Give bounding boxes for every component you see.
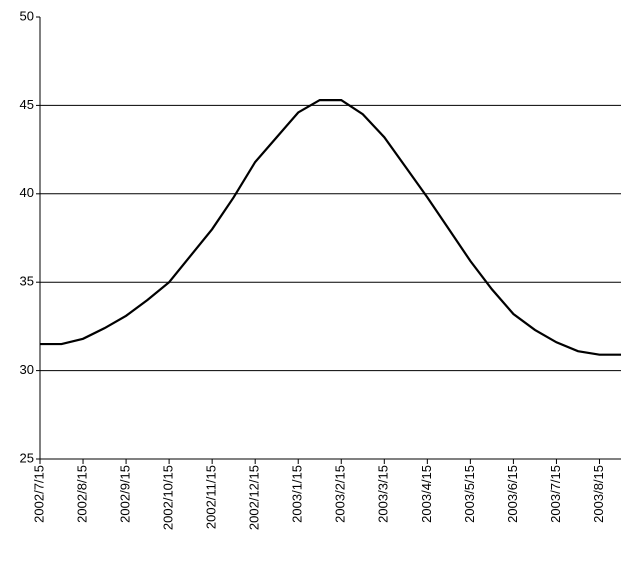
x-tick-label: 2003/8/15	[591, 465, 606, 523]
line-series	[40, 98, 621, 356]
x-tick-label: 2003/3/15	[376, 465, 391, 523]
x-tick-label: 2003/2/15	[333, 465, 348, 523]
y-tick-label: 40	[20, 185, 34, 200]
x-tick-label: 2003/4/15	[419, 465, 434, 523]
x-tick-label: 2002/8/15	[74, 465, 89, 523]
y-tick-label: 50	[20, 8, 34, 23]
y-tick-label: 45	[20, 97, 34, 112]
y-tick-label: 35	[20, 274, 34, 289]
x-tick-label: 2002/9/15	[118, 465, 133, 523]
x-tick-label: 2002/11/15	[204, 465, 219, 529]
x-tick-label: 2003/6/15	[505, 465, 520, 523]
x-tick-label: 2003/1/15	[290, 465, 305, 523]
y-tick-label: 30	[20, 362, 34, 377]
x-tick-label: 2002/7/15	[31, 465, 46, 523]
x-tick-label: 2003/5/15	[462, 465, 477, 523]
x-tick-label: 2003/7/15	[548, 465, 563, 523]
y-tick-label: 25	[20, 450, 34, 465]
x-tick-label: 2002/10/15	[161, 465, 176, 530]
x-tick-label: 2002/12/15	[247, 465, 262, 530]
